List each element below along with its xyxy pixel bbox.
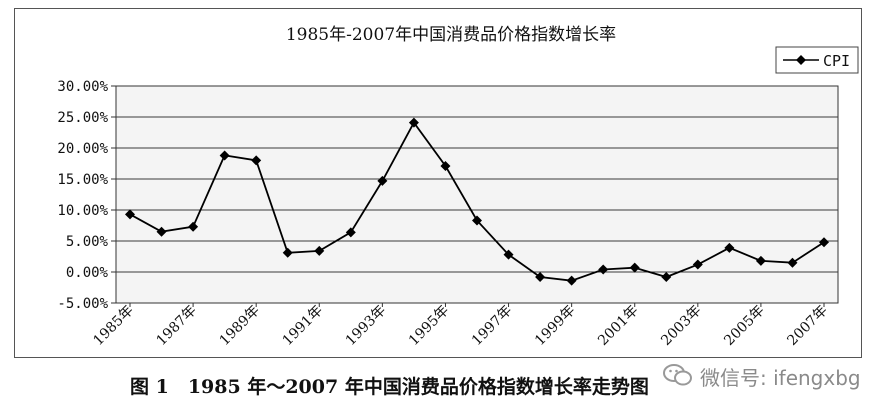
figure-caption: 图 1 1985 年～2007 年中国消费品价格指数增长率走势图 [130,376,649,398]
y-tick-label: 25.00% [57,110,108,126]
data-point [661,271,672,282]
data-point [125,209,135,220]
data-point [156,226,167,237]
x-tick-label: 1989年 [217,303,263,349]
data-point [629,262,640,273]
x-tick-label: 1993年 [343,303,389,349]
x-axis-ticks: 1985年 1987年 1989年 1991年 1993年 1995年 1997年 1999年… [90,303,830,349]
y-tick-label: 5.00% [66,234,109,250]
data-point [787,257,798,268]
y-axis-ticks: 30.00% 25.00% 20.00% 15.00% 10.00% 5.00% 0.00%… [57,79,116,312]
data-point [472,215,482,226]
wechat-icon [663,364,692,386]
y-tick-label: 0.00% [66,265,109,281]
data-point [377,175,388,186]
x-tick-label: 1995年 [406,303,452,349]
data-point [755,255,766,266]
data-point [535,271,546,282]
series-cpi [125,117,829,286]
x-tick-label: 2007年 [784,303,830,349]
data-point [188,221,199,232]
x-tick-label: 1997年 [469,303,515,349]
watermark-text: 微信号: ifengxbg [700,366,861,390]
y-tick-label: 30.00% [57,79,108,95]
x-tick-label: 2005年 [721,303,767,349]
data-point [345,227,356,238]
data-point [219,150,230,161]
data-point [503,249,514,260]
y-tick-label: 15.00% [57,172,108,188]
y-tick-label: 10.00% [57,203,108,219]
legend: CPI [775,46,859,74]
chart-title: 1985年-2007年中国消费品价格指数增长率 [286,25,616,45]
legend-marker [796,55,806,65]
data-point [692,259,703,270]
x-tick-label: 1991年 [280,303,326,349]
y-tick-label: -5.00% [57,296,108,312]
data-point [314,245,325,256]
gridlines [116,116,838,273]
x-tick-label: 2001年 [595,303,641,349]
data-point [440,160,451,171]
data-point [251,155,262,166]
y-tick-label: 20.00% [57,141,108,157]
plot-area [115,85,839,304]
x-tick-label: 1999年 [532,303,578,349]
data-point [566,275,577,286]
data-point [724,242,735,253]
legend-label: CPI [823,52,850,70]
data-point [408,117,419,128]
x-tick-label: 1987年 [154,303,200,349]
data-point [598,264,609,275]
data-point [282,247,293,258]
x-tick-label: 2003年 [658,303,704,349]
data-point [819,237,829,248]
